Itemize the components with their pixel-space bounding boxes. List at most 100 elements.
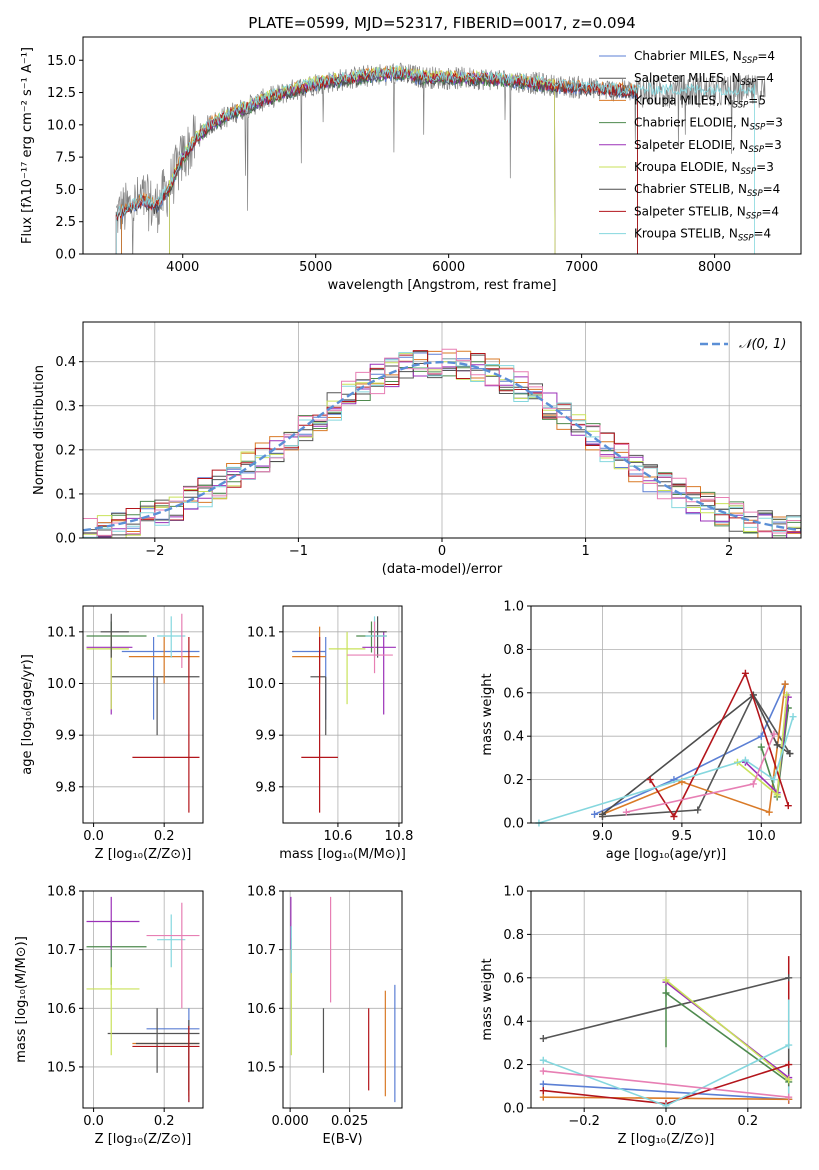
legend-label: Chabrier STELIB, NSSP=4: [634, 182, 780, 199]
series-line: [543, 977, 789, 1040]
plus-marker: [785, 1076, 793, 1084]
plus-marker: [662, 989, 670, 997]
x-tick-label: 9.0: [592, 829, 613, 844]
x-tick-label: 0.2: [737, 1114, 758, 1129]
model-spectrum-kroupa-stelib: [115, 65, 755, 254]
data-point: [146, 902, 200, 1009]
data-point: [157, 914, 186, 968]
x-axis-label: age [log₁₀(age/yr)]: [606, 847, 727, 862]
y-tick-label: 10.0: [47, 677, 76, 692]
legend-label-suffix: =4: [757, 49, 775, 63]
legend-label: Salpeter ELODIE, NSSP=3: [634, 138, 782, 155]
x-axis-label: mass [log₁₀(M/M⊙)]: [279, 847, 406, 862]
y-tick-label: 12.5: [47, 86, 76, 101]
y-tick-label: 10.5: [247, 1060, 276, 1075]
mass-weight-vs-age-panel: 9.0 9.5 10.0 0.0 0.2 0.4 0.6 0.8 1.0 age [log₁₀(a…: [480, 600, 802, 862]
y-tick-label: 10.1: [47, 625, 76, 640]
x-tick-label: −2: [145, 544, 164, 559]
residual-histogram-panel: −2 −1 0 1 2 0.0 0.1 0.2 0.3 0.4 (data-model)/error…: [32, 321, 802, 577]
x-tick-label: 9.5: [672, 829, 693, 844]
data-point: [86, 896, 140, 950]
plus-marker: [694, 806, 702, 814]
data-point: [310, 676, 327, 736]
y-tick-label: 10.1: [247, 625, 276, 640]
y-tick-label: 10.0: [47, 118, 76, 133]
plus-marker: [591, 810, 599, 818]
x-axis-label: Z [log₁₀(Z/Z⊙)]: [95, 1132, 192, 1147]
x-tick-label: 0.0: [656, 1114, 677, 1129]
legend-label-text: Chabrier STELIB, N: [634, 182, 747, 196]
x-tick-label: 0.0: [83, 829, 104, 844]
plus-marker: [783, 691, 791, 699]
plus-marker: [785, 974, 793, 982]
y-axis-label: mass weight: [480, 673, 495, 755]
legend-label: Kroupa ELODIE, NSSP=3: [634, 160, 774, 177]
y-tick-label: 0.6: [503, 686, 524, 701]
x-tick-label: −1: [289, 544, 308, 559]
series-line: [543, 1096, 789, 1101]
plus-marker: [539, 1056, 547, 1064]
y-axis-label: Flux [fλ10⁻¹⁷ erg cm⁻² s⁻¹ A⁻¹]: [20, 47, 35, 244]
y-tick-label: 10.8: [47, 885, 76, 900]
mass-weight-vs-metallicity-panel: −0.2 0.0 0.2 0.0 0.2 0.4 0.6 0.8 1.0 Z [log₁₀(Z/Z…: [480, 885, 802, 1147]
y-tick-label: 10.7: [247, 943, 276, 958]
plus-marker: [765, 808, 773, 816]
data-point: [128, 637, 200, 684]
y-tick-label: 0.2: [503, 1058, 524, 1073]
chart-title: PLATE=0599, MJD=52317, FIBERID=0017, z=0…: [248, 14, 635, 32]
legend-label: Kroupa MILES, NSSP=5: [634, 93, 766, 110]
plus-marker: [741, 756, 749, 764]
y-tick-label: 10.6: [47, 1002, 76, 1017]
x-tick-label: 10.6: [323, 829, 352, 844]
y-tick-label: 0.6: [503, 971, 524, 986]
y-tick-label: 9.8: [55, 780, 76, 795]
y-tick-label: 10.7: [47, 943, 76, 958]
plus-marker: [539, 1067, 547, 1075]
age-vs-mass-panel: 10.6 10.8 9.8 9.9 10.0 10.1 mass [log₁₀(M/M⊙)]: [247, 605, 413, 862]
legend-label-suffix: =3: [765, 116, 783, 130]
y-tick-label: 10.8: [247, 885, 276, 900]
plus-marker: [539, 1087, 547, 1095]
y-tick-label: 0.4: [503, 730, 524, 745]
y-tick-label: 10.6: [247, 1002, 276, 1017]
legend-label-suffix: =4: [763, 182, 781, 196]
mass-vs-metallicity-panel: 0.0 0.2 10.5 10.6 10.7 10.8 Z [log₁₀(Z/Z⊙)] mas…: [14, 885, 204, 1147]
plus-marker: [757, 743, 765, 751]
y-tick-label: 1.0: [503, 885, 524, 900]
legend-label-text: Kroupa MILES, N: [634, 93, 733, 107]
plus-marker: [741, 669, 749, 677]
series-line: [602, 693, 791, 818]
legend-label-sub: SSP: [741, 78, 757, 88]
y-tick-label: 7.5: [55, 151, 76, 166]
x-tick-label: −0.2: [568, 1114, 600, 1129]
y-tick-label: 0.2: [55, 443, 76, 458]
plus-marker: [539, 1035, 547, 1043]
data-point: [86, 967, 140, 1056]
y-tick-label: 9.9: [55, 729, 76, 744]
x-tick-label: 4000: [166, 260, 199, 275]
plus-marker: [646, 776, 654, 784]
y-tick-label: 0.4: [503, 1015, 524, 1030]
legend-label-sub: SSP: [738, 234, 754, 244]
y-tick-label: 9.8: [255, 780, 276, 795]
y-tick-label: 2.5: [55, 215, 76, 230]
plus-marker: [757, 732, 765, 740]
series-line: [665, 992, 790, 1083]
plus-marker: [785, 1041, 793, 1049]
y-tick-label: 0.0: [55, 532, 76, 547]
y-tick-label: 0.2: [503, 773, 524, 788]
legend-label-suffix: =5: [748, 93, 766, 107]
plus-marker: [773, 791, 781, 799]
data-point: [157, 616, 186, 658]
legend-label: Chabrier MILES, NSSP=4: [634, 49, 775, 66]
legend-label: Kroupa STELIB, NSSP=4: [634, 227, 771, 244]
x-tick-label: 0.000: [272, 1114, 309, 1129]
plus-marker: [785, 1061, 793, 1069]
legend-label-suffix: =4: [754, 227, 772, 241]
legend-label-suffix: =4: [761, 204, 779, 218]
y-axis-label: mass weight: [480, 958, 495, 1040]
data-point: [111, 676, 200, 736]
gaussian-curve: [82, 360, 802, 532]
axes-frame: [282, 890, 403, 1109]
series-line: [665, 979, 790, 1081]
